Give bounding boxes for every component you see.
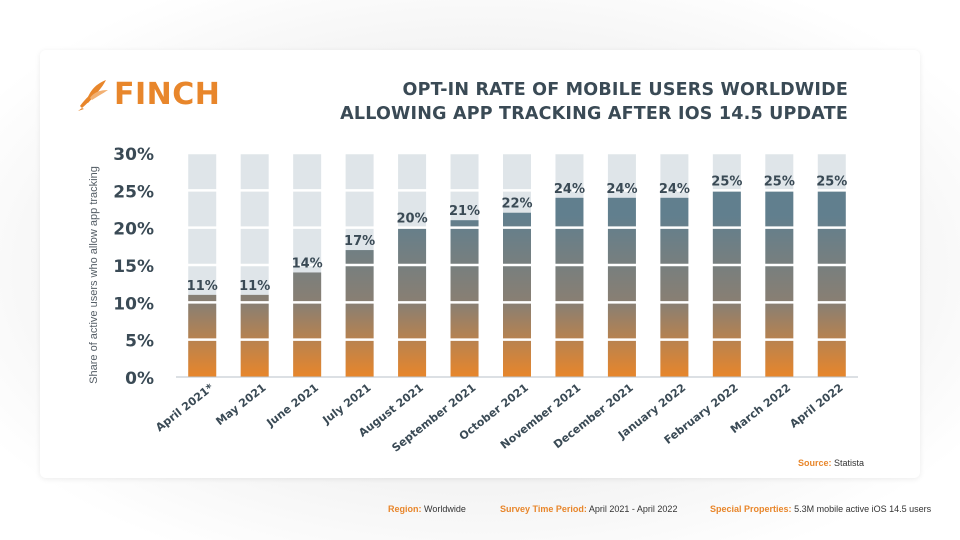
y-tick-label: 20% <box>113 220 154 240</box>
bar <box>293 272 322 377</box>
source-note: Source: Statista <box>798 458 864 468</box>
data-label: 25% <box>711 174 742 189</box>
y-axis-label: Share of active users who allow app trac… <box>88 166 100 384</box>
data-label: 25% <box>764 174 795 189</box>
footer-period-value: April 2021 - April 2022 <box>588 504 678 514</box>
y-tick-label: 5% <box>125 332 154 352</box>
data-label: 22% <box>501 197 532 212</box>
y-tick-label: 30% <box>113 145 154 165</box>
chart-title: OPT-IN RATE OF MOBILE USERS WORLDWIDE AL… <box>340 78 848 126</box>
title-line-1: OPT-IN RATE OF MOBILE USERS WORLDWIDE <box>402 80 848 100</box>
bar <box>817 190 846 377</box>
bar <box>450 220 479 377</box>
bar <box>188 294 217 377</box>
bar <box>345 250 374 377</box>
bar <box>712 190 741 377</box>
data-label: 21% <box>449 204 480 219</box>
y-tick-label: 25% <box>113 182 154 202</box>
footer-region: Region: Worldwide <box>388 504 466 514</box>
y-tick-label: 0% <box>125 369 154 389</box>
title-line-2: ALLOWING APP TRACKING AFTER IOS 14.5 UPD… <box>340 104 848 124</box>
source-value: Statista <box>833 458 864 468</box>
footer-properties-label: Special Properties: <box>710 504 792 514</box>
data-label: 11% <box>239 279 270 294</box>
data-label: 24% <box>606 182 637 197</box>
brand-name: FINCH <box>114 76 221 112</box>
x-tick-label: May 2021 <box>214 381 269 428</box>
x-tick-label: April 2021* <box>153 381 216 434</box>
data-label: 24% <box>659 182 690 197</box>
data-label: 14% <box>292 256 323 271</box>
source-label: Source: <box>797 458 832 468</box>
x-tick-label: June 2021 <box>264 381 321 430</box>
footer-properties-value: 5.3M mobile active iOS 14.5 users <box>794 504 932 514</box>
data-label: 11% <box>187 279 218 294</box>
y-tick-label: 10% <box>113 294 154 314</box>
footer-period: Survey Time Period: April 2021 - April 2… <box>500 504 677 514</box>
bar <box>765 190 794 377</box>
bar <box>607 197 636 377</box>
data-label: 20% <box>397 212 428 227</box>
data-label: 25% <box>816 174 847 189</box>
y-tick-label: 15% <box>113 257 154 277</box>
bar <box>555 197 584 377</box>
bar <box>660 197 689 377</box>
data-label: 17% <box>344 234 375 249</box>
bar <box>240 294 269 377</box>
footer-period-label: Survey Time Period: <box>500 504 587 514</box>
x-tick-label: April 2022 <box>787 381 845 431</box>
x-tick-label: July 2021 <box>320 381 374 427</box>
bar <box>503 212 531 377</box>
footer-region-label: Region: <box>388 504 422 514</box>
finch-logo: FINCH <box>76 76 220 112</box>
data-label: 24% <box>554 182 585 197</box>
bird-icon <box>78 80 108 111</box>
footer-region-value: Worldwide <box>424 504 466 514</box>
footer-properties: Special Properties: 5.3M mobile active i… <box>710 504 931 514</box>
